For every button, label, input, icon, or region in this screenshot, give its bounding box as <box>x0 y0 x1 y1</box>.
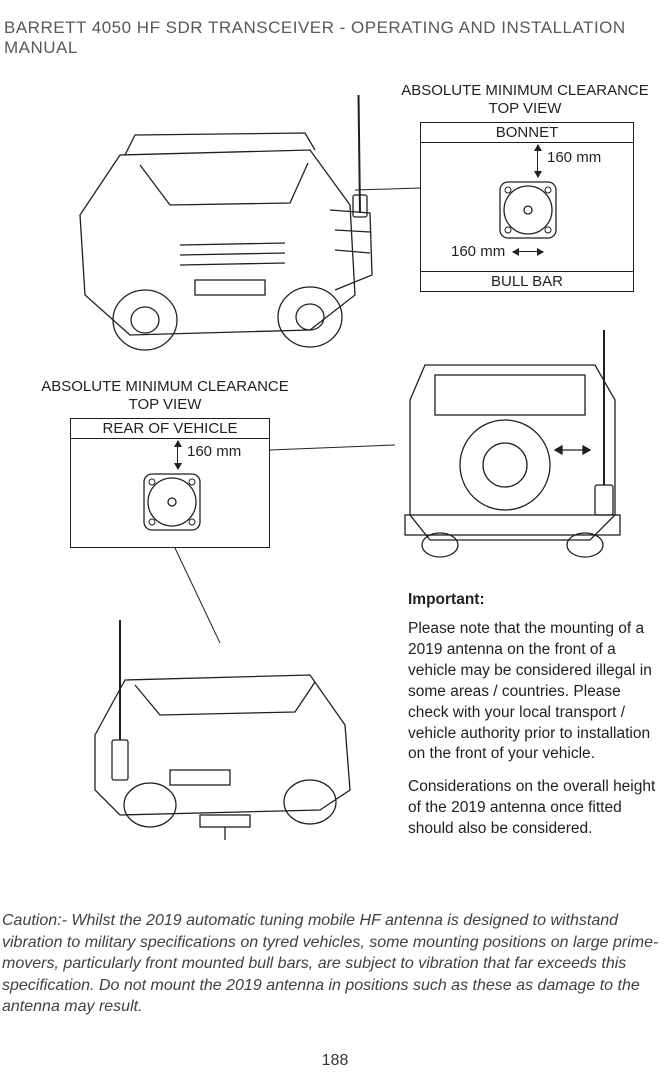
page-number: 188 <box>0 1052 670 1070</box>
important-block: Important: Please note that the mounting… <box>408 590 660 852</box>
clearance-front-title-l1: ABSOLUTE MINIMUM CLEARANCE <box>401 82 649 99</box>
vehicle-rear-4wd <box>390 330 660 590</box>
clearance-front-title-l2: TOP VIEW <box>489 100 562 117</box>
clearance-rear-title-l2: TOP VIEW <box>129 396 202 413</box>
vehicle-front-4wd <box>60 95 400 375</box>
clearance-front-box: BONNET 160 mm 160 mm BULL BAR <box>420 122 634 292</box>
clearance-front-arrow-v <box>537 145 538 177</box>
leader-front <box>355 180 425 200</box>
clearance-rear-box: REAR OF VEHICLE 160 mm <box>70 418 270 548</box>
clearance-rear-base <box>139 469 205 535</box>
important-heading: Important: <box>408 590 660 611</box>
vehicle-sedan-rear <box>70 620 390 850</box>
clearance-front-dim-h: 160 mm <box>451 243 505 260</box>
important-p2: Considerations on the overall height of … <box>408 777 660 840</box>
clearance-front-bonnet: BONNET <box>421 123 633 143</box>
clearance-front-base <box>495 177 561 243</box>
important-p1: Please note that the mounting of a 2019 … <box>408 619 660 765</box>
clearance-front-title: ABSOLUTE MINIMUM CLEARANCE TOP VIEW <box>400 82 650 118</box>
clearance-rear-title: ABSOLUTE MINIMUM CLEARANCE TOP VIEW <box>40 378 290 414</box>
clearance-front-dim-v: 160 mm <box>547 149 601 166</box>
clearance-front-arrow-h <box>513 251 543 252</box>
clearance-front-bullbar: BULL BAR <box>421 271 633 291</box>
page-header: BARRETT 4050 HF SDR TRANSCEIVER - OPERAT… <box>0 18 670 58</box>
clearance-rear-dim-v: 160 mm <box>187 443 241 460</box>
caution-text: Caution:- Whilst the 2019 automatic tuni… <box>2 910 668 1018</box>
clearance-rear-topbar: REAR OF VEHICLE <box>71 419 269 439</box>
leader-rear <box>270 440 400 470</box>
clearance-rear-arrow-v <box>177 441 178 469</box>
clearance-rear-title-l1: ABSOLUTE MINIMUM CLEARANCE <box>41 378 289 395</box>
